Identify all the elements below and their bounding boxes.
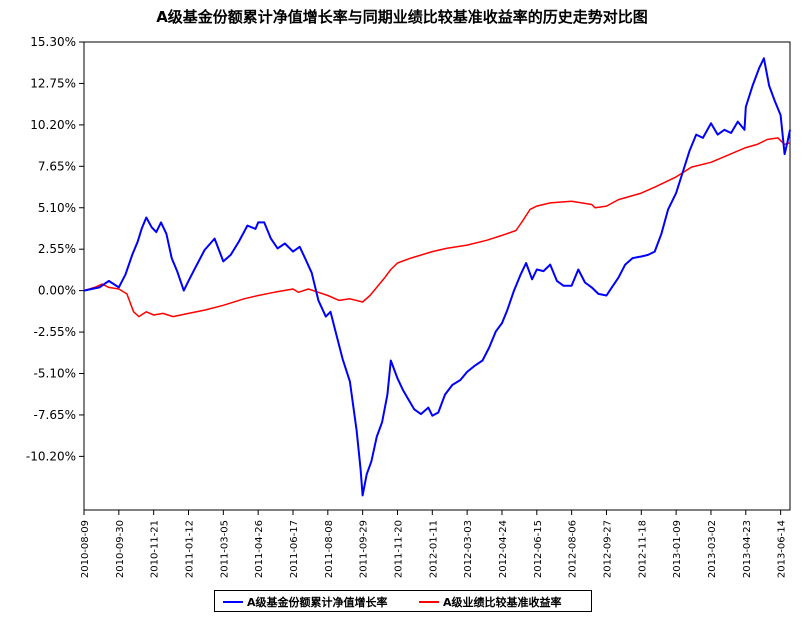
x-tick-label: 2012-01-11 <box>428 520 439 578</box>
series-line-nav-growth <box>83 57 791 497</box>
legend-swatch-blue <box>223 601 243 603</box>
x-tick-label: 2012-11-18 <box>637 520 648 578</box>
legend-label-nav-growth: A级基金份额累计净值增长率 <box>247 596 388 609</box>
x-tick-label: 2011-04-26 <box>254 520 265 578</box>
series-line-benchmark <box>83 137 791 318</box>
legend-swatch-red <box>419 601 439 603</box>
x-tick-label: 2011-09-29 <box>359 520 370 578</box>
y-tick-label: 5.10% <box>38 201 76 215</box>
x-tick-label: 2011-06-17 <box>289 520 300 578</box>
y-tick-label: -7.65% <box>34 408 76 422</box>
x-tick-label: 2012-09-27 <box>602 520 613 578</box>
y-tick-label: 2.55% <box>38 242 76 256</box>
x-tick-label: 2012-06-15 <box>533 520 544 578</box>
x-tick-label: 2011-11-20 <box>393 520 404 578</box>
legend-label-benchmark: A级业绩比较基准收益率 <box>443 596 562 609</box>
y-tick-label: 7.65% <box>38 159 76 173</box>
x-tick-label: 2011-01-12 <box>184 520 195 578</box>
y-tick-label: 10.20% <box>30 118 76 132</box>
y-tick-label: 15.30% <box>30 35 76 49</box>
x-axis: 2010-08-09 2010-09-30 2010-11-21 2011-01-12… <box>80 510 788 578</box>
y-tick-label: 0.00% <box>38 284 76 298</box>
x-tick-label: 2011-08-08 <box>324 520 335 578</box>
y-tick-label: 12.75% <box>30 76 76 90</box>
y-axis: 15.30% 12.75% 10.20% 7.65% 5.10% 2.55% 0.00% -2… <box>26 35 84 463</box>
legend: A级基金份额累计净值增长率 A级业绩比较基准收益率 <box>214 590 592 612</box>
plot-area <box>83 41 791 511</box>
x-tick-label: 2013-06-14 <box>777 520 788 578</box>
x-tick-label: 2010-08-09 <box>80 520 91 578</box>
x-tick-label: 2011-03-05 <box>219 520 230 578</box>
y-tick-label: -10.20% <box>26 449 76 463</box>
x-tick-label: 2013-03-02 <box>707 520 718 578</box>
x-tick-label: 2012-03-03 <box>463 520 474 578</box>
series-layer <box>83 57 791 497</box>
chart-title: A级基金份额累计净值增长率与同期业绩比较基准收益率的历史走势对比图 <box>156 8 648 26</box>
y-tick-label: -2.55% <box>34 325 76 339</box>
x-tick-label: 2010-09-30 <box>115 520 126 578</box>
x-tick-label: 2012-04-24 <box>498 520 509 578</box>
x-tick-label: 2012-08-06 <box>568 520 579 578</box>
y-tick-label: -5.10% <box>34 367 76 381</box>
x-tick-label: 2013-04-23 <box>742 520 753 578</box>
x-tick-label: 2010-11-21 <box>150 520 161 578</box>
x-tick-label: 2013-01-09 <box>672 520 683 578</box>
